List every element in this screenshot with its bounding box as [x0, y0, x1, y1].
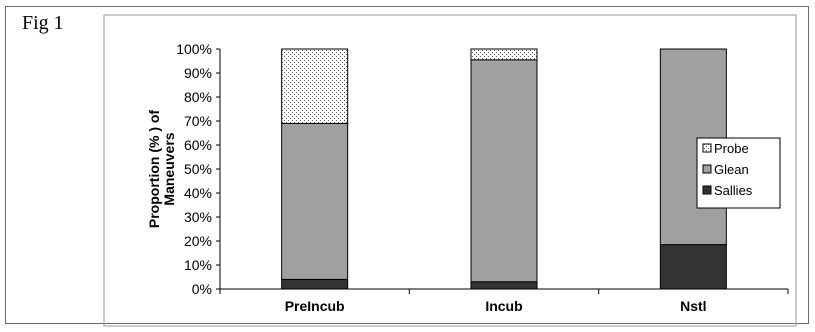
y-tick-label: 0%: [192, 281, 212, 297]
figure-label: Fig 1: [22, 12, 64, 34]
bar-segment-sallies: [659, 244, 727, 290]
y-tick-label: 80%: [184, 89, 212, 105]
y-axis: 0% 10% 20% 30% 40% 50% 60% 70% 80% 90% 100%: [176, 41, 221, 297]
chart-area-border: [103, 14, 797, 327]
y-tick-label: 30%: [184, 209, 212, 225]
y-tick-label: 60%: [184, 137, 212, 153]
y-tick-label: 50%: [184, 161, 212, 177]
x-tick-label: Incub: [485, 298, 522, 314]
bar-segment-glean: [470, 59, 538, 283]
bars: [281, 48, 727, 290]
x-tick-label: PreIncub: [285, 298, 345, 314]
y-axis-title: Proportion (% ) ofManeuvers: [146, 110, 177, 229]
legend-swatch-probe: [702, 143, 712, 153]
y-tick-label: 40%: [184, 185, 212, 201]
y-tick-label: 10%: [184, 257, 212, 273]
y-axis-title-text: Proportion (% ) ofManeuvers: [146, 110, 177, 229]
y-tick-label: 90%: [184, 65, 212, 81]
bar-segment-probe: [470, 48, 538, 61]
x-tick-label: Nstl: [680, 298, 706, 314]
bar-segment-sallies: [281, 278, 349, 290]
x-axis: PreIncub Incub Nstl: [219, 288, 789, 314]
y-axis-title-line: Maneuvers: [161, 132, 177, 205]
figure-frame: [5, 6, 809, 324]
bar-segment-sallies: [470, 281, 538, 290]
legend-label-probe: Probe: [714, 141, 749, 156]
plot-area: [103, 14, 797, 327]
y-tick-label: 100%: [176, 41, 212, 57]
y-axis-title-line: Proportion (% ) of: [146, 110, 162, 229]
legend-swatch-sallies: [702, 185, 712, 195]
legend-swatch-glean: [702, 164, 712, 174]
legend-label-glean: Glean: [714, 162, 749, 177]
bar-segment-probe: [281, 48, 349, 124]
legend-label-sallies: Sallies: [714, 183, 753, 198]
legend: Probe Glean Sallies: [696, 137, 781, 209]
y-tick-label: 70%: [184, 113, 212, 129]
y-tick-label: 20%: [184, 233, 212, 249]
bar-segment-glean: [281, 122, 349, 280]
